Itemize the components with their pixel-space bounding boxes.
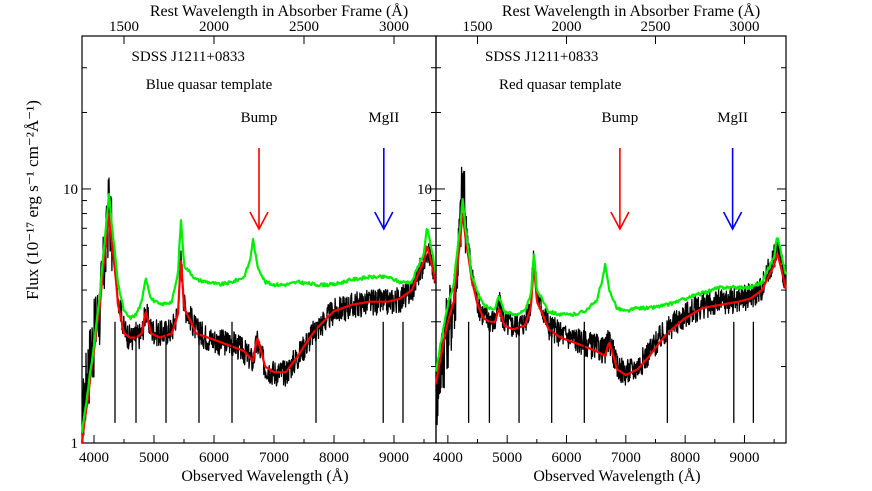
x2-axis-label: Rest Wavelength in Absorber Frame (Å) (150, 2, 408, 20)
x2-tick-label: 3000 (379, 19, 409, 35)
series-2-line (80, 212, 437, 444)
x-tick-label: 5000 (139, 450, 169, 466)
x2-tick-label: 1500 (463, 19, 493, 35)
series-3-line (434, 198, 787, 372)
series-3-line (80, 193, 437, 433)
x-axis-label: Observed Wavelength (Å) (181, 467, 348, 485)
object-name: SDSS J1211+0833 (485, 49, 598, 65)
x-tick-label: 7000 (259, 450, 289, 466)
x-tick-label: 6000 (199, 450, 229, 466)
y-axis-label: Flux (10⁻¹⁷ erg s⁻¹ cm⁻²Å⁻¹) (23, 100, 42, 300)
arrow-head (722, 211, 743, 231)
plot-frame (435, 35, 787, 444)
panel-2: 4000 5000 6000 7000 8000 9000 1500 2000 2500 3000… (417, 2, 787, 485)
x-tick-label: 6000 (552, 450, 582, 466)
x2-tick-label: 2500 (640, 19, 670, 35)
y-tick-label: 1 (71, 436, 79, 452)
arrow-head (249, 211, 269, 231)
x-tick-label: 7000 (611, 450, 641, 466)
x-tick-label: 8000 (319, 450, 349, 466)
object-name: SDSS J1211+0833 (132, 49, 245, 65)
x2-tick-label: 1500 (109, 19, 139, 35)
annotation-label: MgII (368, 110, 399, 126)
y-tick-label: 10 (417, 182, 432, 198)
x-tick-label: 4000 (79, 450, 109, 466)
x-tick-label: 8000 (670, 450, 700, 466)
x2-tick-label: 3000 (729, 19, 759, 35)
arrow-head (610, 211, 630, 231)
template-label: Blue quasar template (146, 77, 273, 93)
annotation-label: Bump (602, 110, 639, 126)
x-tick-label: 9000 (379, 450, 409, 466)
x2-axis-label: Rest Wavelength in Absorber Frame (Å) (502, 2, 760, 20)
series-2-line (434, 212, 787, 385)
x2-tick-label: 2000 (552, 19, 582, 35)
arrow-head (374, 211, 394, 231)
template-label: Red quasar template (499, 77, 622, 93)
x2-tick-label: 2500 (289, 19, 319, 35)
x-tick-label: 9000 (729, 450, 759, 466)
y-tick-label: 10 (63, 182, 78, 198)
x-tick-label: 4000 (433, 450, 463, 466)
x-axis-label: Observed Wavelength (Å) (533, 467, 700, 485)
annotation-label: Bump (241, 110, 278, 126)
x-tick-label: 5000 (492, 450, 522, 466)
annotation-label: MgII (717, 110, 748, 126)
panel-1: 4000 5000 6000 7000 8000 9000 1500 2000 2500 3000… (63, 2, 437, 485)
x2-tick-label: 2000 (199, 19, 229, 35)
